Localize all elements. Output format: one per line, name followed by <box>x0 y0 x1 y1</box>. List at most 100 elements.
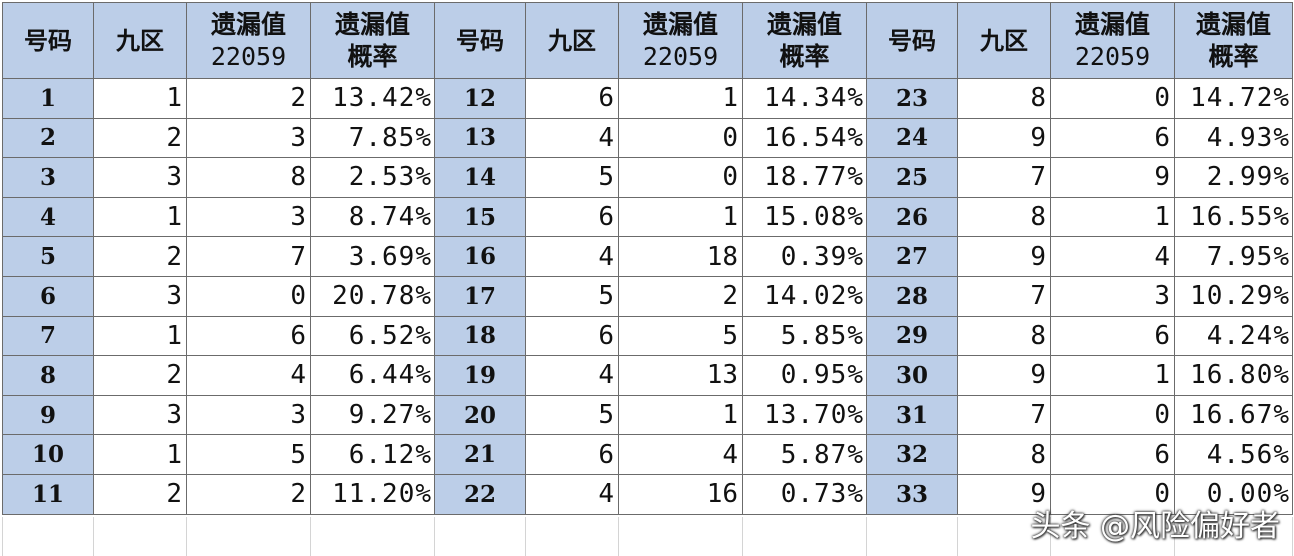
cell-prob[interactable]: 7.85% <box>310 117 435 159</box>
cell-prob[interactable]: 16.67% <box>1174 394 1293 436</box>
cell-missing[interactable]: 2 <box>618 275 743 317</box>
cell-number[interactable]: 1 <box>2 78 94 119</box>
cell-prob[interactable]: 7.95% <box>1174 236 1293 277</box>
cell-missing[interactable]: 6 <box>1050 315 1175 357</box>
cell-zone[interactable]: 7 <box>957 275 1051 317</box>
cell-number[interactable]: 13 <box>434 117 526 159</box>
cell-zone[interactable]: 8 <box>957 196 1051 238</box>
cell-zone[interactable]: 3 <box>93 394 187 436</box>
header-number-c[interactable]: 号码 <box>866 2 958 79</box>
cell-zone[interactable]: 2 <box>93 236 187 277</box>
cell-zone[interactable]: 8 <box>957 434 1051 475</box>
cell-number[interactable]: 12 <box>434 78 526 119</box>
cell-missing[interactable]: 0 <box>186 275 311 317</box>
cell-prob[interactable]: 8.74% <box>310 196 435 238</box>
cell-zone[interactable]: 6 <box>525 78 619 119</box>
cell-missing[interactable]: 8 <box>186 157 311 198</box>
cell-number[interactable]: 15 <box>434 196 526 238</box>
cell-number[interactable]: 5 <box>2 236 94 277</box>
cell-missing[interactable]: 6 <box>186 315 311 357</box>
header-zone-a[interactable]: 九区 <box>93 2 187 79</box>
cell-missing[interactable]: 1 <box>618 78 743 119</box>
cell-zone[interactable]: 1 <box>93 78 187 119</box>
cell-prob[interactable]: 0.95% <box>742 355 867 396</box>
cell-zone[interactable]: 9 <box>957 473 1051 515</box>
cell-zone[interactable]: 4 <box>525 355 619 396</box>
cell-missing[interactable]: 7 <box>186 236 311 277</box>
cell-zone[interactable]: 3 <box>93 275 187 317</box>
cell-prob[interactable]: 5.85% <box>742 315 867 357</box>
cell-prob[interactable]: 5.87% <box>742 434 867 475</box>
cell-missing[interactable]: 0 <box>618 117 743 159</box>
cell-prob[interactable]: 0.39% <box>742 236 867 277</box>
cell-number[interactable]: 20 <box>434 394 526 436</box>
cell-number[interactable]: 17 <box>434 275 526 317</box>
cell-missing[interactable]: 4 <box>1050 236 1175 277</box>
cell-prob[interactable]: 2.53% <box>310 157 435 198</box>
cell-prob[interactable]: 15.08% <box>742 196 867 238</box>
cell-number[interactable]: 16 <box>434 236 526 277</box>
cell-number[interactable]: 29 <box>866 315 958 357</box>
cell-number[interactable]: 19 <box>434 355 526 396</box>
cell-zone[interactable]: 4 <box>525 117 619 159</box>
cell-number[interactable]: 10 <box>2 434 94 475</box>
cell-prob[interactable]: 14.02% <box>742 275 867 317</box>
cell-prob[interactable]: 16.55% <box>1174 196 1293 238</box>
cell-number[interactable]: 22 <box>434 473 526 515</box>
cell-zone[interactable]: 8 <box>957 315 1051 357</box>
cell-number[interactable]: 26 <box>866 196 958 238</box>
cell-zone[interactable]: 5 <box>525 157 619 198</box>
cell-zone[interactable]: 5 <box>525 275 619 317</box>
cell-zone[interactable]: 4 <box>525 473 619 515</box>
cell-prob[interactable]: 14.34% <box>742 78 867 119</box>
header-missing-a[interactable]: 遗漏值 22059 <box>186 2 311 79</box>
cell-number[interactable]: 21 <box>434 434 526 475</box>
cell-zone[interactable]: 1 <box>93 196 187 238</box>
cell-number[interactable]: 32 <box>866 434 958 475</box>
cell-missing[interactable]: 6 <box>1050 434 1175 475</box>
cell-prob[interactable]: 10.29% <box>1174 275 1293 317</box>
cell-zone[interactable]: 3 <box>93 157 187 198</box>
cell-missing[interactable]: 0 <box>618 157 743 198</box>
cell-prob[interactable]: 0.73% <box>742 473 867 515</box>
cell-number[interactable]: 6 <box>2 275 94 317</box>
cell-number[interactable]: 14 <box>434 157 526 198</box>
cell-missing[interactable]: 5 <box>186 434 311 475</box>
cell-number[interactable]: 3 <box>2 157 94 198</box>
cell-prob[interactable]: 6.44% <box>310 355 435 396</box>
cell-prob[interactable]: 4.93% <box>1174 117 1293 159</box>
header-number-b[interactable]: 号码 <box>434 2 526 79</box>
header-zone-b[interactable]: 九区 <box>525 2 619 79</box>
cell-prob[interactable]: 6.12% <box>310 434 435 475</box>
cell-prob[interactable]: 4.24% <box>1174 315 1293 357</box>
cell-zone[interactable]: 9 <box>957 117 1051 159</box>
cell-prob[interactable]: 0.00% <box>1174 473 1293 515</box>
cell-zone[interactable]: 2 <box>93 117 187 159</box>
header-missing-b[interactable]: 遗漏值 22059 <box>618 2 743 79</box>
header-probability-a[interactable]: 遗漏值 概率 <box>310 2 435 79</box>
cell-prob[interactable]: 4.56% <box>1174 434 1293 475</box>
cell-missing[interactable]: 0 <box>1050 394 1175 436</box>
cell-number[interactable]: 27 <box>866 236 958 277</box>
cell-prob[interactable]: 20.78% <box>310 275 435 317</box>
cell-missing[interactable]: 0 <box>1050 473 1175 515</box>
cell-prob[interactable]: 3.69% <box>310 236 435 277</box>
cell-missing[interactable]: 16 <box>618 473 743 515</box>
cell-zone[interactable]: 6 <box>525 196 619 238</box>
cell-prob[interactable]: 11.20% <box>310 473 435 515</box>
cell-missing[interactable]: 1 <box>618 394 743 436</box>
cell-prob[interactable]: 13.42% <box>310 78 435 119</box>
cell-number[interactable]: 8 <box>2 355 94 396</box>
cell-zone[interactable]: 4 <box>525 236 619 277</box>
cell-missing[interactable]: 4 <box>186 355 311 396</box>
cell-zone[interactable]: 1 <box>93 315 187 357</box>
cell-zone[interactable]: 9 <box>957 236 1051 277</box>
cell-prob[interactable]: 13.70% <box>742 394 867 436</box>
cell-missing[interactable]: 1 <box>1050 355 1175 396</box>
cell-number[interactable]: 24 <box>866 117 958 159</box>
cell-prob[interactable]: 6.52% <box>310 315 435 357</box>
cell-zone[interactable]: 8 <box>957 78 1051 119</box>
cell-missing[interactable]: 3 <box>186 394 311 436</box>
cell-number[interactable]: 31 <box>866 394 958 436</box>
cell-missing[interactable]: 3 <box>1050 275 1175 317</box>
